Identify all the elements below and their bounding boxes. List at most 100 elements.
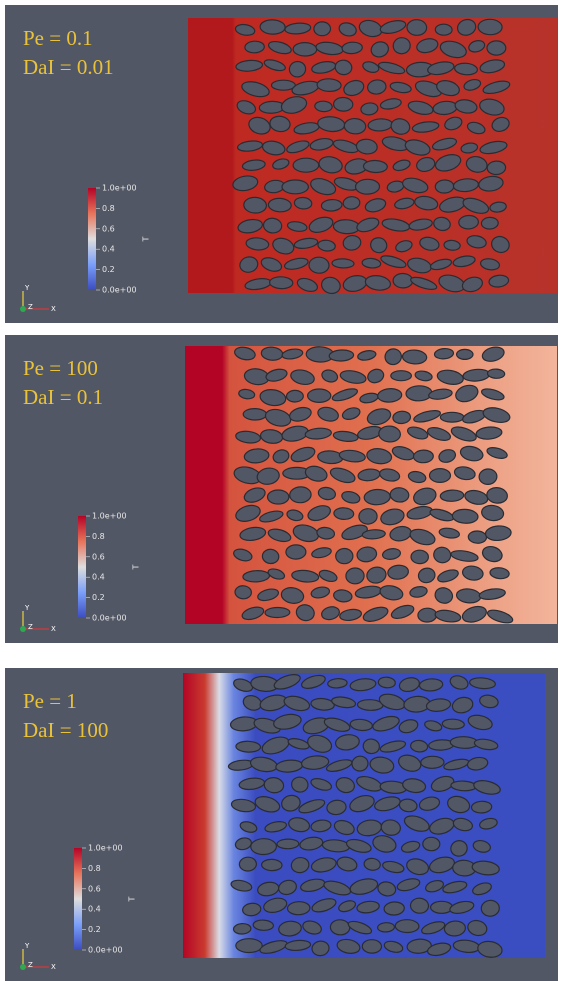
- grain: [487, 369, 505, 379]
- grain: [355, 179, 379, 194]
- colorbar-tick-label: 0.2: [92, 593, 105, 602]
- colorbar-tick-label: 0.2: [102, 265, 115, 274]
- grain: [431, 901, 453, 913]
- grain: [277, 839, 299, 849]
- colorbar-tick-label: 0.0e+00: [102, 286, 137, 295]
- axis-z: [20, 626, 26, 632]
- dai-label: DaI = 0.1: [23, 385, 103, 409]
- grain: [334, 507, 354, 520]
- pe-label: Pe = 1: [23, 689, 77, 713]
- colorbar-title: T: [128, 896, 137, 902]
- colorbar-tick-label: 0.4: [88, 905, 101, 914]
- colorbar-title: T: [142, 236, 151, 242]
- grain: [377, 922, 394, 932]
- grain: [435, 24, 452, 36]
- grain: [293, 42, 317, 56]
- grain: [411, 550, 429, 564]
- grain: [260, 19, 285, 34]
- grain: [406, 385, 433, 401]
- colorbar: [88, 188, 96, 290]
- grain: [253, 920, 274, 931]
- grain: [362, 940, 381, 954]
- grain: [235, 585, 252, 599]
- grain: [236, 939, 262, 953]
- axis-z-label: Z: [28, 623, 33, 631]
- axis-z-label: Z: [28, 961, 33, 969]
- grain: [471, 801, 492, 814]
- grain: [251, 838, 277, 854]
- panel: Pe = 100DaI = 0.11.0e+000.80.60.40.20.0e…: [5, 335, 558, 643]
- axis-z: [20, 306, 26, 312]
- grain: [440, 412, 463, 422]
- colorbar-tick-label: 0.6: [92, 552, 105, 561]
- colorbar-tick-label: 0.0e+00: [92, 614, 127, 623]
- grain: [395, 919, 419, 932]
- grain: [233, 923, 251, 934]
- grain: [346, 568, 365, 584]
- axis-z-label: Z: [28, 303, 33, 311]
- colorbar: [78, 516, 86, 618]
- axis-y-label: Y: [24, 604, 30, 612]
- colorbar-tick-label: 1.0e+00: [102, 184, 137, 193]
- pe-label: Pe = 0.1: [23, 26, 93, 50]
- grain: [243, 408, 267, 420]
- grain: [407, 19, 427, 35]
- grain: [268, 490, 289, 504]
- grain: [272, 80, 296, 90]
- grain: [421, 756, 444, 768]
- colorbar-tick-label: 0.6: [88, 884, 101, 893]
- grain: [282, 180, 308, 194]
- grain: [243, 197, 266, 214]
- grain: [335, 548, 353, 564]
- grain: [317, 78, 341, 91]
- grain: [330, 919, 350, 935]
- axis-x-label: X: [51, 305, 56, 313]
- axis-y-label: Y: [24, 284, 30, 292]
- grain: [286, 545, 306, 560]
- grain: [423, 837, 440, 851]
- grain: [344, 118, 366, 134]
- colorbar-tick-label: 0.0e+00: [88, 946, 123, 955]
- grain: [393, 273, 413, 288]
- grain: [239, 857, 257, 872]
- grain: [236, 741, 261, 753]
- colorbar: [74, 848, 82, 950]
- colorbar-tick-label: 1.0e+00: [92, 512, 127, 521]
- grain: [265, 607, 290, 617]
- colorbar-tick-label: 0.8: [102, 204, 115, 213]
- colorbar-tick-label: 0.8: [92, 532, 105, 541]
- grain: [430, 469, 451, 483]
- grain: [308, 389, 331, 402]
- colorbar-tick-label: 0.4: [102, 245, 115, 254]
- grain: [286, 390, 303, 402]
- dai-label: DaI = 100: [23, 718, 108, 742]
- grain: [435, 180, 454, 194]
- grain: [333, 97, 353, 111]
- colorbar-tick-label: 0.2: [88, 925, 101, 934]
- grain: [391, 371, 412, 381]
- grain: [287, 901, 310, 915]
- figure: Pe = 0.1DaI = 0.011.0e+000.80.60.40.20.0…: [0, 0, 562, 981]
- grain: [269, 276, 293, 289]
- colorbar-tick-label: 0.8: [88, 864, 101, 873]
- grain: [359, 508, 378, 524]
- axis-y-label: Y: [24, 942, 30, 950]
- colorbar-tick-label: 1.0e+00: [88, 844, 123, 853]
- grain: [245, 41, 265, 54]
- grain: [468, 531, 487, 544]
- colorbar-title: T: [132, 564, 141, 570]
- grain: [487, 41, 506, 55]
- pe-label: Pe = 100: [23, 356, 98, 380]
- grain: [363, 160, 387, 173]
- grain: [413, 450, 433, 463]
- grain: [410, 898, 429, 914]
- axis-x-label: X: [51, 625, 56, 633]
- grain: [261, 859, 282, 871]
- grain: [418, 608, 437, 622]
- panel: Pe = 0.1DaI = 0.011.0e+000.80.60.40.20.0…: [5, 5, 558, 323]
- grain: [314, 22, 331, 36]
- grain: [479, 468, 498, 485]
- grain: [487, 161, 506, 175]
- grain: [457, 349, 473, 359]
- axis-x-label: X: [51, 963, 56, 971]
